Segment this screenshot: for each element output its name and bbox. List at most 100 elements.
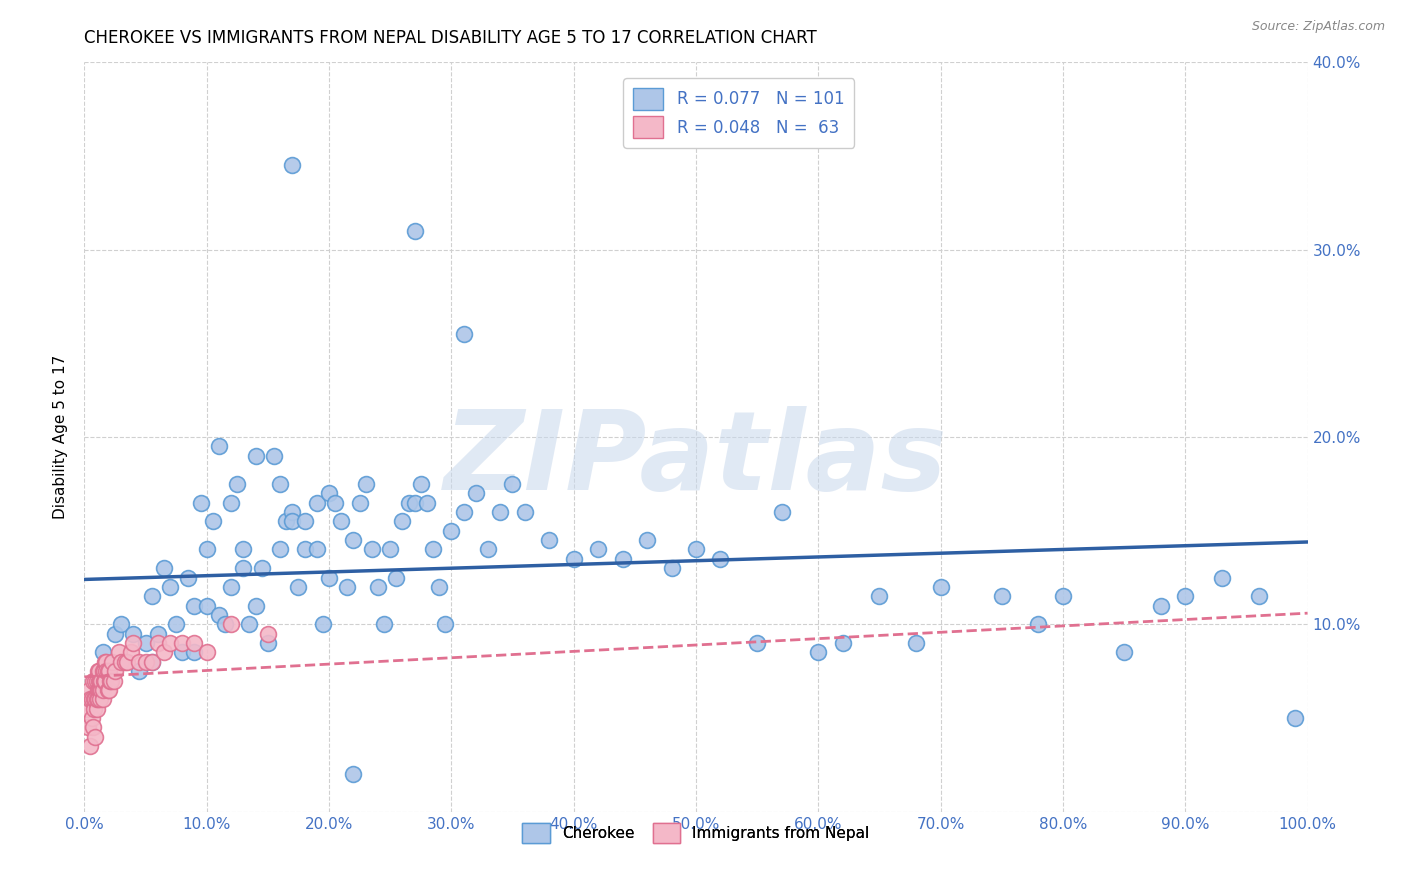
Point — [93, 673, 115, 688]
Point — [905, 636, 928, 650]
Point — [416, 496, 439, 510]
Point — [141, 590, 163, 604]
Point — [208, 608, 231, 623]
Point — [1284, 711, 1306, 725]
Point — [770, 505, 793, 519]
Point — [77, 683, 100, 698]
Point — [232, 561, 254, 575]
Point — [141, 655, 163, 669]
Point — [294, 542, 316, 557]
Point — [391, 514, 413, 528]
Point — [276, 514, 298, 528]
Point — [281, 514, 304, 528]
Point — [190, 496, 212, 510]
Point — [219, 496, 242, 510]
Point — [586, 542, 609, 557]
Point — [96, 664, 118, 679]
Point — [103, 673, 125, 688]
Point — [135, 636, 157, 650]
Text: CHEROKEE VS IMMIGRANTS FROM NEPAL DISABILITY AGE 5 TO 17 CORRELATION CHART: CHEROKEE VS IMMIGRANTS FROM NEPAL DISABI… — [84, 29, 817, 47]
Point — [183, 646, 205, 660]
Point — [342, 533, 364, 547]
Point — [245, 599, 267, 613]
Point — [685, 542, 707, 557]
Point — [1028, 617, 1050, 632]
Point — [238, 617, 260, 632]
Point — [263, 449, 285, 463]
Text: Source: ZipAtlas.com: Source: ZipAtlas.com — [1251, 20, 1385, 33]
Point — [214, 617, 236, 632]
Point — [330, 514, 353, 528]
Point — [453, 326, 475, 341]
Y-axis label: Disability Age 5 to 17: Disability Age 5 to 17 — [53, 355, 69, 519]
Point — [93, 664, 115, 679]
Point — [177, 571, 200, 585]
Point — [87, 683, 110, 698]
Point — [83, 701, 105, 715]
Point — [122, 626, 145, 640]
Point — [89, 683, 111, 698]
Point — [120, 646, 142, 660]
Point — [287, 580, 309, 594]
Point — [146, 626, 169, 640]
Point — [1114, 646, 1136, 660]
Point — [409, 476, 432, 491]
Point — [226, 476, 249, 491]
Point — [323, 496, 346, 510]
Point — [385, 571, 408, 585]
Point — [91, 646, 114, 660]
Point — [146, 636, 169, 650]
Point — [367, 580, 389, 594]
Point — [80, 711, 103, 725]
Point — [87, 683, 110, 698]
Point — [201, 514, 224, 528]
Point — [122, 636, 145, 650]
Point — [80, 692, 103, 706]
Point — [128, 655, 150, 669]
Point — [90, 683, 112, 698]
Point — [245, 449, 267, 463]
Point — [82, 673, 104, 688]
Point — [1150, 599, 1173, 613]
Point — [94, 655, 117, 669]
Point — [98, 673, 121, 688]
Point — [172, 646, 194, 660]
Legend: Cherokee, Immigrants from Nepal: Cherokee, Immigrants from Nepal — [515, 815, 877, 851]
Point — [636, 533, 658, 547]
Point — [269, 476, 291, 491]
Point — [422, 542, 444, 557]
Point — [104, 664, 127, 679]
Point — [87, 664, 110, 679]
Point — [208, 440, 231, 453]
Point — [747, 636, 769, 650]
Point — [153, 646, 176, 660]
Point — [342, 767, 364, 781]
Point — [110, 617, 132, 632]
Point — [195, 542, 218, 557]
Point — [153, 561, 176, 575]
Point — [513, 505, 536, 519]
Point — [269, 542, 291, 557]
Point — [86, 692, 108, 706]
Point — [97, 664, 120, 679]
Point — [79, 692, 101, 706]
Point — [87, 692, 110, 706]
Point — [86, 701, 108, 715]
Point — [453, 505, 475, 519]
Point — [195, 599, 218, 613]
Point — [991, 590, 1014, 604]
Point — [807, 646, 830, 660]
Point — [84, 730, 107, 744]
Point — [232, 542, 254, 557]
Point — [440, 524, 463, 538]
Point — [91, 692, 114, 706]
Point — [110, 655, 132, 669]
Point — [281, 159, 304, 173]
Point — [219, 580, 242, 594]
Point — [1211, 571, 1233, 585]
Point — [77, 721, 100, 735]
Point — [349, 496, 371, 510]
Point — [434, 617, 457, 632]
Point — [477, 542, 499, 557]
Point — [538, 533, 561, 547]
